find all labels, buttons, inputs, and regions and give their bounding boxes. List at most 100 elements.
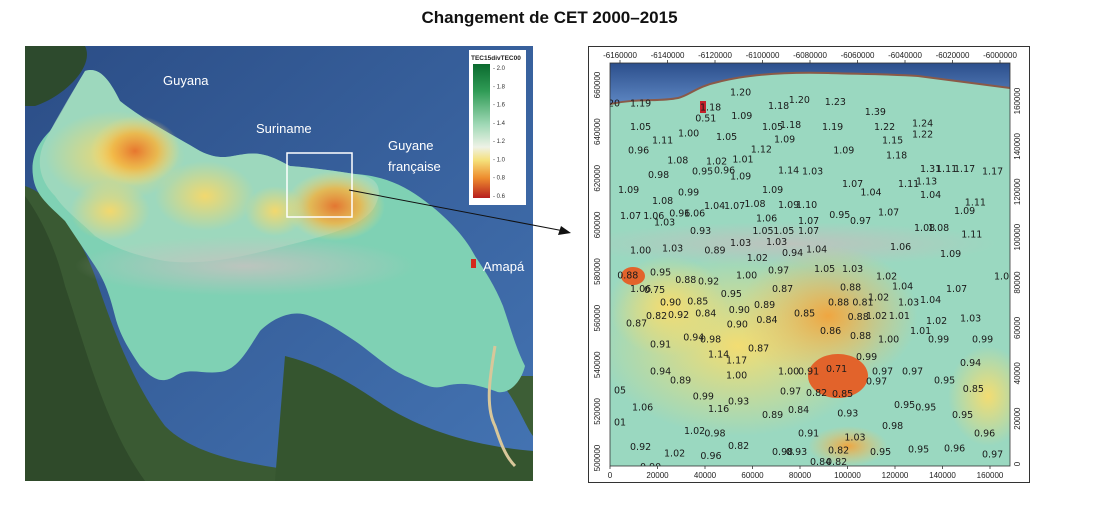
value-label: 1.06 [630, 284, 651, 295]
value-label: 1.02 [866, 311, 887, 322]
value-label: 1.15 [882, 136, 903, 147]
value-label: 1.17 [726, 356, 747, 367]
land-south [275, 356, 533, 481]
label-suriname: Suriname [256, 121, 312, 136]
value-label: 1.06 [643, 211, 664, 222]
value-label: 0.87 [626, 319, 647, 330]
land-west [25, 196, 145, 481]
value-label: 0.97 [768, 266, 789, 277]
legend-tick-label: - 0.8 [493, 176, 506, 182]
value-label: 0.82 [646, 311, 667, 322]
value-label: 0.91 [798, 429, 819, 440]
value-label: 1.06 [756, 214, 777, 225]
value-label: 1.03 [802, 167, 823, 178]
value-label: 1.10 [796, 200, 817, 211]
value-label: 0.98 [700, 334, 721, 345]
value-label: 0.89 [704, 245, 725, 256]
legend-tick-label: - 0.6 [493, 194, 506, 200]
value-label: 1.07 [878, 207, 899, 218]
legend-tick-label: - 1.4 [493, 121, 506, 127]
value-label: 1.22 [874, 122, 895, 133]
top-tick-label: -6060000 [841, 51, 875, 60]
value-label: 0.88 [617, 270, 638, 281]
red-cell [700, 101, 706, 113]
value-label: 1.05 [630, 122, 651, 133]
value-label: 0.85 [687, 296, 708, 307]
value-label: 0.99 [856, 352, 877, 363]
bottom-tick-label: 160000 [977, 471, 1004, 480]
value-label: 0.96 [974, 429, 995, 440]
value-label: 0.82 [828, 446, 849, 457]
left-tick-label: 580000 [593, 258, 602, 285]
value-label: 0.82 [806, 388, 827, 399]
value-label: 0.91 [798, 367, 819, 378]
value-label: 0.99 [928, 334, 949, 345]
value-label: 1.08 [744, 199, 765, 210]
value-label: 0.96 [944, 443, 965, 454]
value-label: 1.14 [778, 165, 799, 176]
top-tick-label: -6040000 [888, 51, 922, 60]
value-label: 0.94 [960, 358, 981, 369]
value-label: 1.17 [954, 164, 975, 175]
right-tick-label: 0 [1013, 461, 1022, 466]
value-label: 0.71 [826, 364, 847, 375]
value-label: 1.18 [700, 102, 721, 113]
orange-zone-s [808, 426, 888, 466]
top-tick-label: -6120000 [698, 51, 732, 60]
value-label: 1.19 [822, 122, 843, 133]
right-tick-label: 60000 [1013, 316, 1022, 339]
value-label: 1.20 [789, 95, 810, 106]
value-label: 0.95 [894, 400, 915, 411]
value-label: 1.23 [825, 97, 846, 108]
value-label: 0.95 [870, 447, 891, 458]
value-label: 1.11 [898, 179, 919, 190]
value-label: 0.88 [848, 312, 869, 323]
value-label: 0.89 [754, 300, 775, 311]
label-guyana: Guyana [163, 73, 209, 88]
yellow-patch-c [155, 161, 255, 231]
left-tick-label: 540000 [593, 351, 602, 378]
value-label: 0.96 [714, 165, 735, 176]
value-label: 1.05 [752, 226, 773, 237]
value-label: 0.97 [850, 216, 871, 227]
value-label: 0.95 [908, 445, 929, 456]
value-label: 1.17 [982, 167, 1003, 178]
value-label: 1.09 [618, 185, 639, 196]
legend-colorbar [473, 64, 490, 198]
value-label: 1.13 [916, 177, 937, 188]
value-label: 1.11 [936, 164, 957, 175]
hotspot-w [621, 267, 645, 285]
value-label: 0.90 [640, 462, 661, 473]
left-tick-label: 500000 [593, 444, 602, 471]
grey-band [75, 236, 415, 296]
bottom-tick-label: 80000 [789, 471, 812, 480]
value-label: 0.86 [820, 326, 841, 337]
value-label: 0.96 [628, 145, 649, 156]
value-label: 1.31 [920, 164, 941, 175]
zoom-map: 1.20 1.19 20 1.18 1.20 1.18 1.23 0.51 1.09 1.39 1.… [588, 46, 1030, 483]
zoom-sea [610, 63, 1010, 104]
value-label: 1.03 [730, 238, 751, 249]
value-label: 0.85 [832, 389, 853, 400]
left-tick-label: 620000 [593, 164, 602, 191]
value-label: 0.88 [675, 275, 696, 286]
top-tick-label: -6100000 [746, 51, 780, 60]
value-label: 1.09 [833, 145, 854, 156]
value-label: 1.07 [724, 201, 745, 212]
legend-ticks: - 2.0 - 1.8 - 1.6 - 1.4 - 1.2 - 1.0 - 0.8 - 0.6 [493, 66, 506, 200]
value-label: 1.04 [860, 188, 881, 199]
bottom-tick-label: 20000 [646, 471, 669, 480]
right-tick-label: 140000 [1013, 132, 1022, 159]
value-label: 1.16 [708, 404, 729, 415]
value-label: 0.87 [748, 343, 769, 354]
value-label: 0.96 [700, 451, 721, 462]
value-label: 0.92 [668, 310, 689, 321]
value-label: 0.85 [963, 384, 984, 395]
value-label: 0.95 [692, 167, 713, 178]
value-label: 1.08 [652, 196, 673, 207]
value-label: 1.18 [780, 120, 801, 131]
value-label: 1.08 [667, 155, 688, 166]
value-label: 0.94 [650, 367, 671, 378]
value-label: 1.01 [910, 326, 931, 337]
